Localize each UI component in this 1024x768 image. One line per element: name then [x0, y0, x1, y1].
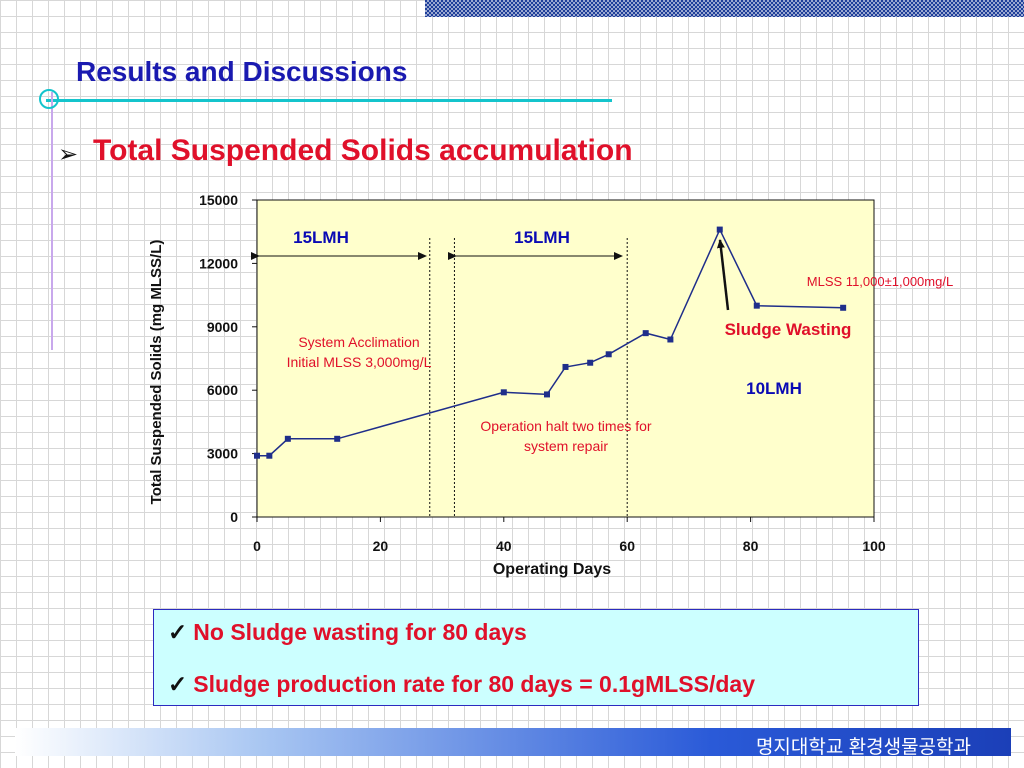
- summary-item: ✓ No Sludge wasting for 80 days: [168, 619, 527, 646]
- phase2-flux-label: 15LMH: [514, 228, 570, 247]
- tss-data-point: [334, 435, 341, 442]
- y-tick-label: 9000: [207, 319, 238, 335]
- y-tick-label: 0: [230, 509, 238, 525]
- x-axis-label: Operating Days: [493, 561, 611, 578]
- title-underline: [46, 99, 612, 102]
- summary-item: ✓ Sludge production rate for 80 days = 0.…: [168, 671, 755, 698]
- arrow-bullet-icon: ➢: [58, 141, 79, 168]
- checkmark-icon: ✓: [168, 671, 188, 697]
- period-dividers: [429, 238, 628, 517]
- tss-data-point: [500, 389, 507, 396]
- y-tick-label: 15000: [199, 192, 238, 208]
- sludge-wasting-arrow: [716, 239, 730, 311]
- x-tick-label: 60: [619, 538, 635, 554]
- acclimation-note-line1: System Acclimation: [298, 334, 419, 350]
- tss-data-point: [284, 435, 291, 442]
- footer-bar: 명지대학교 환경생물공학과: [15, 728, 1011, 758]
- x-tick-label: 20: [373, 538, 389, 554]
- phase1-flux-label: 15LMH: [293, 228, 349, 247]
- tss-data-point: [562, 363, 569, 370]
- tss-data-point: [840, 304, 847, 311]
- x-tick-label: 40: [496, 538, 512, 554]
- tss-data-point: [543, 391, 550, 398]
- x-tick-label: 100: [862, 538, 886, 554]
- phase3-flux-label: 10LMH: [746, 379, 802, 398]
- summary-text: Sludge production rate for 80 days = 0.1…: [193, 671, 755, 697]
- x-tick-label: 80: [743, 538, 759, 554]
- halt-note-line2: system repair: [524, 438, 608, 454]
- y-tick-label: 6000: [207, 382, 238, 398]
- footer-label: 명지대학교 환경생물공학과: [755, 737, 971, 758]
- checkmark-icon: ✓: [168, 619, 188, 645]
- tss-series-points: [254, 226, 847, 459]
- tss-data-point: [753, 302, 760, 309]
- summary-text: No Sludge wasting for 80 days: [193, 619, 527, 645]
- mlss-range-note: MLSS 11,000±1,000mg/L: [807, 274, 953, 289]
- tss-data-point: [667, 336, 674, 343]
- y-axis-label: Total Suspended Solids (mg MLSS/L): [148, 240, 165, 505]
- y-tick-label: 3000: [207, 446, 238, 462]
- tss-data-point: [642, 330, 649, 337]
- side-rule: [51, 92, 53, 350]
- x-tick-label: 0: [253, 538, 261, 554]
- halt-note-line1: Operation halt two times for: [480, 418, 652, 434]
- header-pattern-band: [425, 0, 1024, 17]
- acclimation-note-line2: Initial MLSS 3,000mg/L: [287, 354, 432, 370]
- tss-data-point: [605, 351, 612, 358]
- summary-box: ✓ No Sludge wasting for 80 days ✓ Sludge p…: [153, 609, 919, 706]
- section-heading: Total Suspended Solids accumulation: [93, 134, 633, 167]
- tss-data-point: [587, 359, 594, 366]
- ring-icon: [39, 89, 59, 109]
- tss-series-line: [257, 227, 844, 457]
- tss-data-point: [254, 452, 260, 459]
- slide-title: Results and Discussions: [76, 56, 408, 87]
- tss-data-point: [716, 226, 723, 233]
- sludge-wasting-label: Sludge Wasting: [725, 320, 852, 339]
- tss-data-point: [266, 452, 273, 459]
- y-axis: 0 3000 6000 9000 12000 15000: [199, 192, 257, 525]
- tss-chart: 0 3000 6000 9000 12000 15000 0 20 40 60 80 100 Tot…: [148, 192, 953, 578]
- x-axis: 0 20 40 60 80 100: [253, 517, 886, 554]
- y-tick-label: 12000: [199, 255, 238, 271]
